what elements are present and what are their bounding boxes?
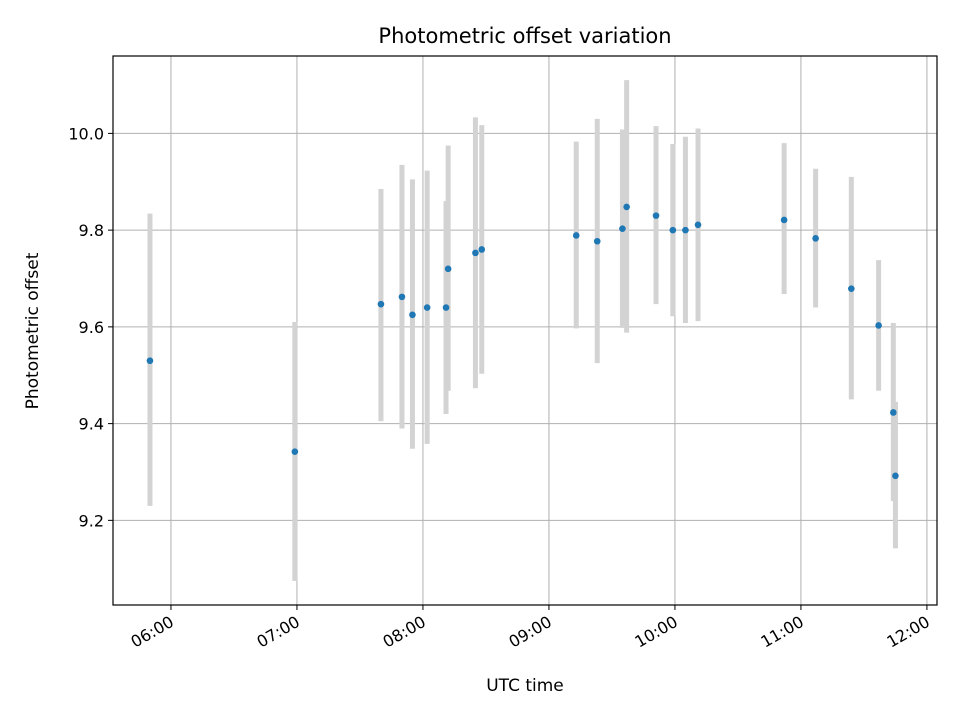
data-point <box>146 357 154 365</box>
data-point <box>423 304 431 311</box>
errorbar-layer <box>147 80 898 581</box>
x-tick-label: 08:00 <box>380 612 429 652</box>
data-point <box>398 293 406 301</box>
data-point <box>478 246 486 253</box>
data-point <box>377 300 385 308</box>
y-tick-label: 10.0 <box>68 124 104 143</box>
x-axis-ticks: 06:00 07:00 08:00 09:00 10:00 11:00 12:00 <box>128 605 933 652</box>
data-point <box>848 285 855 292</box>
data-point <box>623 203 630 211</box>
plot-area-frame <box>112 55 938 606</box>
grid-layer <box>113 56 937 605</box>
data-point <box>444 265 452 273</box>
data-point <box>682 226 689 234</box>
data-point <box>669 226 677 234</box>
data-point <box>890 409 897 416</box>
x-tick-label: 07:00 <box>254 612 303 652</box>
data-point <box>442 304 450 311</box>
y-axis-ticks: 9.2 9.4 9.6 9.8 10.0 <box>68 124 113 530</box>
data-point <box>472 249 479 257</box>
data-point <box>619 225 626 232</box>
x-tick-label: 11:00 <box>757 612 806 652</box>
y-tick-label: 9.6 <box>79 318 104 337</box>
chart-title: Photometric offset variation <box>378 24 671 48</box>
x-tick-label: 06:00 <box>128 612 177 652</box>
data-point <box>812 235 819 242</box>
data-point <box>694 221 702 229</box>
data-point <box>652 212 660 219</box>
y-tick-label: 9.2 <box>79 511 104 530</box>
x-axis-label: UTC time <box>486 676 564 696</box>
y-axis-label: Photometric offset <box>23 252 43 409</box>
data-point <box>875 322 882 329</box>
x-tick-label: 10:00 <box>632 612 681 652</box>
data-point <box>409 311 416 319</box>
x-tick-label: 12:00 <box>883 612 932 652</box>
x-tick-label: 09:00 <box>506 612 555 652</box>
data-point <box>291 448 299 455</box>
y-tick-label: 9.4 <box>79 415 104 434</box>
y-tick-label: 9.8 <box>79 221 104 240</box>
data-point <box>593 237 601 245</box>
points-layer <box>146 203 899 480</box>
data-point <box>780 216 788 224</box>
data-point <box>892 472 899 480</box>
data-point <box>572 232 580 239</box>
